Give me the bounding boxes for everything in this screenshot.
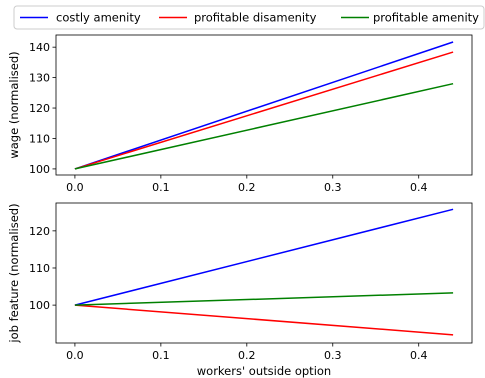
wage-panel-line-costly-amenity	[74, 41, 454, 170]
job-feature-panel-x-tick-label: 0.3	[324, 349, 342, 362]
job-feature-panel: 0.0 0.1 0.2 0.3 0.4 100 110 120 job feature (n…	[7, 202, 473, 378]
wage-panel-x-tick-label: 0.0	[66, 181, 84, 194]
wage-panel-y-tick-label: 130	[29, 72, 50, 85]
wage-panel-x-tick-label: 0.3	[324, 181, 342, 194]
wage-panel-y-axis-label: wage (normalised)	[7, 51, 21, 158]
x-axis-label: workers' outside option	[197, 364, 331, 378]
job-feature-panel-y-tick-label: 110	[29, 262, 50, 275]
wage-panel-line-profitable-amenity	[74, 82, 454, 170]
job-feature-panel-y-axis-label: job feature (normalised)	[7, 203, 21, 343]
wage-panel-x-ticks: 0.0 0.1 0.2 0.3 0.4	[66, 175, 427, 194]
wage-panel-y-tick-label: 120	[29, 102, 50, 115]
wage-panel-line-profitable-disamenity	[74, 51, 454, 170]
job-feature-panel-line-profitable-disamenity	[74, 304, 454, 336]
job-feature-panel-x-ticks: 0.0 0.1 0.2 0.3 0.4	[66, 343, 427, 362]
wage-panel-y-ticks: 100 110 120 130 140	[29, 41, 56, 176]
legend-label-costly-amenity: costly amenity	[56, 11, 141, 25]
job-feature-panel-y-ticks: 100 110 120	[29, 225, 56, 312]
wage-panel-y-tick-label: 140	[29, 41, 50, 54]
job-feature-panel-frame	[55, 202, 473, 344]
job-feature-panel-x-tick-label: 0.4	[410, 349, 428, 362]
job-feature-panel-y-tick-label: 120	[29, 225, 50, 238]
wage-panel-series	[74, 41, 454, 170]
job-feature-panel-line-costly-amenity	[74, 208, 454, 306]
wage-panel-y-tick-label: 100	[29, 163, 50, 176]
job-feature-panel-line-profitable-amenity	[74, 292, 454, 306]
wage-panel: 0.0 0.1 0.2 0.3 0.4 100 110 120 130 140 wage (no…	[7, 34, 473, 194]
job-feature-panel-x-tick-label: 0.0	[66, 349, 84, 362]
wage-panel-x-tick-label: 0.2	[238, 181, 256, 194]
wage-panel-y-tick-label: 110	[29, 132, 50, 145]
job-feature-panel-series	[74, 208, 454, 336]
legend-label-profitable-disamenity: profitable disamenity	[194, 11, 317, 25]
job-feature-panel-y-tick-label: 100	[29, 299, 50, 312]
legend: costly amenity profitable disamenity pro…	[13, 5, 485, 30]
wage-panel-x-tick-label: 0.1	[152, 181, 170, 194]
job-feature-panel-x-tick-label: 0.2	[238, 349, 256, 362]
legend-frame	[13, 5, 485, 30]
job-feature-panel-x-tick-label: 0.1	[152, 349, 170, 362]
wage-panel-frame	[55, 34, 473, 176]
legend-label-profitable-amenity: profitable amenity	[373, 11, 479, 25]
wage-panel-x-tick-label: 0.4	[410, 181, 428, 194]
